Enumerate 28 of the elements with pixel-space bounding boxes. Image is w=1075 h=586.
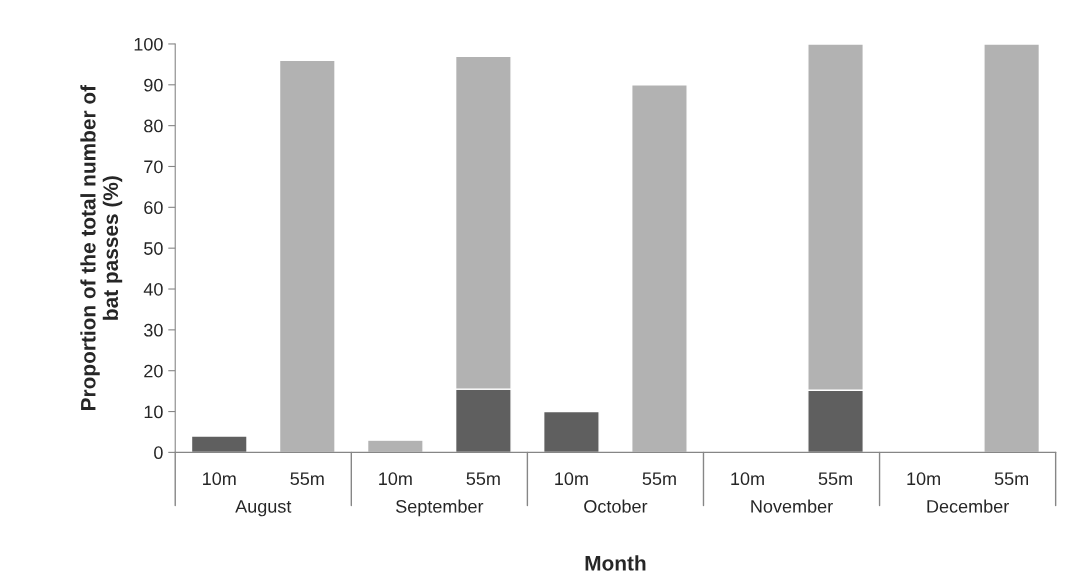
text: December: [927, 499, 1009, 513]
y-tick-label: 100: [134, 37, 163, 51]
x-tick-label: 55m: [466, 472, 500, 486]
y-axis-title: Proportion of the total number of bat passes (%): [80, 84, 123, 410]
y-tick-label: 40: [143, 282, 163, 296]
y-tick-label: 10: [144, 405, 163, 419]
y-tick-label: 60: [144, 201, 163, 215]
x-tick-label: 10m: [203, 472, 236, 486]
x-axis-title: Month: [585, 555, 646, 571]
x-tick-label: 55m: [818, 472, 852, 486]
x-tick-label: 10m: [731, 472, 764, 486]
x-tick-label: 55m: [994, 472, 1028, 486]
y-tick-label: 50: [144, 242, 163, 255]
x-tick-label: 10m: [907, 472, 940, 486]
x-tick-label: 10m: [379, 472, 412, 486]
x-tick-label: 55m: [642, 472, 676, 486]
y-tick-label: 80: [144, 119, 163, 133]
x-tick-label: 10m: [555, 472, 588, 486]
text: August: [235, 500, 292, 517]
y-tick-label: 90: [144, 78, 163, 92]
text: October: [584, 499, 648, 513]
x-tick-label: 55m: [290, 472, 324, 486]
text: September: [396, 499, 484, 517]
y-tick-label: 30: [144, 323, 163, 337]
text: November: [751, 499, 833, 513]
y-tick-label: 70: [144, 160, 163, 174]
y-tick-label: 0: [154, 446, 163, 460]
y-tick-label: 20: [144, 364, 163, 378]
